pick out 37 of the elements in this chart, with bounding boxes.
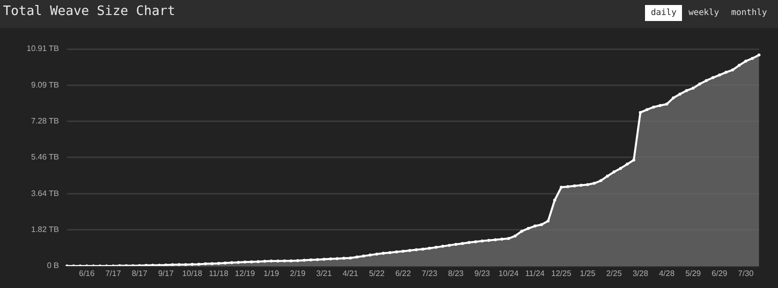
- x-tick-label: 5/29: [685, 269, 702, 278]
- x-tick-label: 7/23: [422, 269, 438, 278]
- x-tick-label: 3/21: [316, 269, 332, 278]
- y-tick-label: 0 B: [46, 261, 59, 270]
- y-tick-label: 10.91 TB: [26, 44, 59, 54]
- text: monthly: [730, 7, 768, 20]
- x-tick-label: 11/18: [208, 269, 229, 278]
- x-tick-label: 10/18: [182, 269, 203, 278]
- x-tick-label: 10/24: [498, 269, 520, 278]
- x-tick-label: 1/25: [580, 269, 596, 278]
- x-tick-label: 7/30: [738, 269, 754, 278]
- x-tick-label: 6/22: [395, 269, 412, 278]
- x-tick-label: 8/23: [448, 269, 464, 278]
- y-tick-label: 9.09 TB: [31, 80, 59, 90]
- y-tick-label: 3.64 TB: [31, 188, 59, 198]
- x-tick-label: 5/22: [368, 269, 386, 278]
- text: daily: [644, 5, 682, 21]
- y-tick-label: 5.46 TB: [31, 152, 59, 162]
- y-tick-label: 7.28 TB: [31, 116, 59, 126]
- x-tick-label: 11/24: [525, 269, 546, 278]
- x-tick-label: 12/25: [551, 269, 572, 278]
- chart-title: Total Weave Size Chart: [3, 4, 176, 19]
- x-tick-label: 8/17: [132, 269, 148, 278]
- x-tick-label: 4/28: [658, 269, 676, 278]
- x-tick-label: 9/17: [158, 269, 174, 278]
- x-tick-label: 7/17: [105, 269, 122, 278]
- x-tick-label: 1/19: [264, 269, 280, 278]
- x-tick-label: 6/29: [712, 269, 728, 278]
- text: weekly: [687, 7, 720, 20]
- x-tick-label: 12/19: [234, 269, 256, 278]
- x-tick-label: 2/19: [290, 269, 306, 278]
- x-tick-label: 2/25: [606, 269, 622, 278]
- x-tick-label: 6/16: [78, 269, 96, 278]
- y-tick-label: 1.82 TB: [31, 225, 59, 234]
- x-tick-label: 3/28: [632, 269, 649, 278]
- x-tick-label: 4/21: [342, 269, 359, 278]
- x-tick-label: 9/23: [474, 269, 491, 278]
